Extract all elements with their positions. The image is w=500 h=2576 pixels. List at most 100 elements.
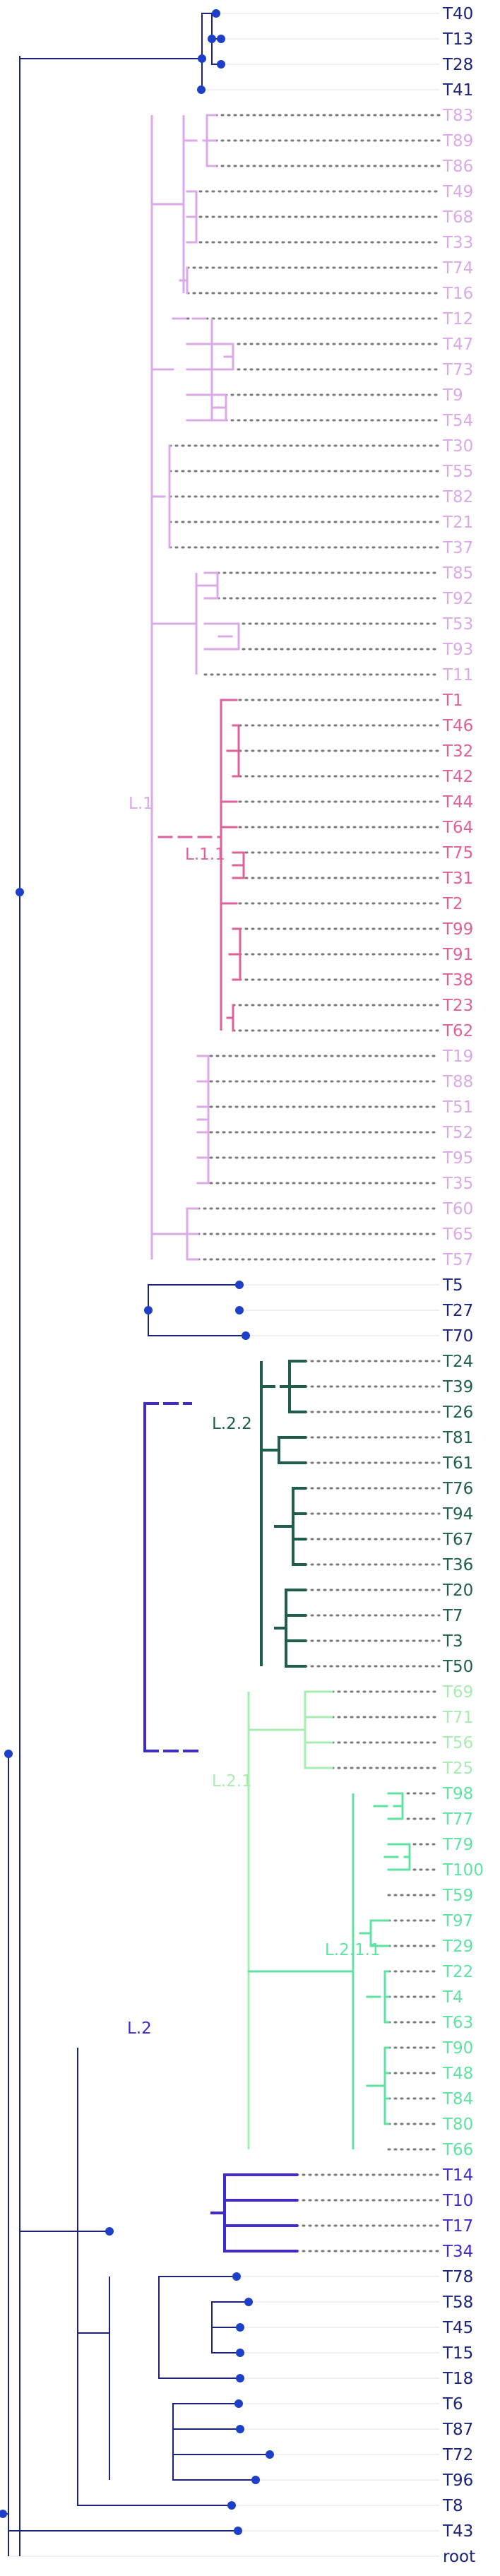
tree-node <box>227 2501 236 2510</box>
tip-label: T89 <box>442 132 473 150</box>
tree-node <box>242 1331 250 1340</box>
tip-label: T67 <box>442 1531 473 1549</box>
tip-label: T20 <box>442 1581 473 1600</box>
tip-label: T45 <box>442 2319 473 2337</box>
tip-label: T27 <box>442 1302 473 1320</box>
tip-label: T60 <box>442 1200 473 1218</box>
tip-label: T9 <box>442 386 463 405</box>
tip-label: T14 <box>442 2166 473 2185</box>
tip-label: T42 <box>442 768 473 786</box>
tree-node <box>236 2349 244 2357</box>
tree-node <box>251 2476 260 2484</box>
tip-label: T11 <box>442 666 473 684</box>
tree-node <box>212 9 220 18</box>
tree-nodes <box>0 9 274 2535</box>
tip-label: T64 <box>442 819 473 837</box>
tip-label: T30 <box>442 437 473 456</box>
tip-label: T51 <box>442 1098 473 1117</box>
tip-label: T94 <box>442 1505 473 1524</box>
tip-label: T5 <box>442 1276 463 1295</box>
tip-guide-lines <box>7 13 441 2557</box>
tip-label: T6 <box>442 2395 463 2414</box>
tip-label: T100 <box>442 1861 484 1880</box>
tree-node <box>234 2527 242 2535</box>
tip-label: T16 <box>442 285 473 303</box>
tip-label: T18 <box>442 2370 473 2388</box>
tip-label: T93 <box>442 641 473 659</box>
tip-label: T48 <box>442 2065 473 2083</box>
tip-label: T70 <box>442 1327 473 1346</box>
tip-label: T88 <box>442 1073 473 1091</box>
tip-label: T80 <box>442 2115 473 2134</box>
tip-label: T38 <box>442 971 473 990</box>
tree-node <box>144 1306 153 1314</box>
tip-label: T34 <box>442 2243 473 2261</box>
tip-label: T10 <box>442 2192 473 2210</box>
clade-label: L.1 <box>129 795 153 813</box>
tip-label: T65 <box>442 1225 473 1244</box>
tip-label: T69 <box>442 1683 473 1702</box>
tip-label: T95 <box>442 1149 473 1168</box>
tip-label: T56 <box>442 1734 473 1752</box>
tip-label: T40 <box>442 5 473 23</box>
tree-node <box>236 2374 244 2382</box>
tip-label: T43 <box>442 2522 473 2541</box>
tip-label: T36 <box>442 1556 473 1574</box>
tip-label: T29 <box>442 1937 473 1956</box>
tip-label: T33 <box>442 234 473 252</box>
tip-label: T19 <box>442 1047 473 1066</box>
tip-label: T85 <box>442 564 473 583</box>
tip-label: T55 <box>442 463 473 481</box>
tree-node <box>232 2272 241 2281</box>
tip-label: T52 <box>442 1124 473 1142</box>
tip-label: T82 <box>442 488 473 506</box>
tree-branches <box>2 13 411 2556</box>
tip-label: T87 <box>442 2421 473 2439</box>
tree-node <box>235 1306 244 1314</box>
tip-label: T71 <box>442 1709 473 1727</box>
tip-label: T90 <box>442 2039 473 2058</box>
tip-label: T13 <box>442 30 473 49</box>
tree-node <box>105 2227 114 2236</box>
tip-label: T92 <box>442 590 473 608</box>
tip-label: T28 <box>442 56 473 74</box>
tree-node <box>197 85 206 94</box>
tip-label: T63 <box>442 2014 473 2032</box>
tip-label: T72 <box>442 2446 473 2464</box>
tip-label: T54 <box>442 412 473 430</box>
tip-label: T39 <box>442 1378 473 1396</box>
tip-label: T49 <box>442 183 473 201</box>
tip-label: T79 <box>442 1836 473 1854</box>
clade-labels: L.1 L.1.1 L.2 L.2.2 L.2.1 L.2.1.1 <box>127 795 381 2038</box>
tree-node <box>4 1750 13 1758</box>
tip-label: T58 <box>442 2293 473 2312</box>
tree-node <box>217 35 225 43</box>
tip-label: T97 <box>442 1912 473 1930</box>
tip-label: T23 <box>442 997 473 1015</box>
tip-label: T15 <box>442 2344 473 2363</box>
tip-label: T61 <box>442 1454 473 1473</box>
tree-node <box>236 2425 244 2433</box>
tip-label: T68 <box>442 208 473 227</box>
tip-label: T86 <box>442 158 473 176</box>
tip-label: root <box>443 2548 475 2566</box>
tip-label: T77 <box>442 1810 473 1829</box>
tip-label: T22 <box>442 1963 473 1981</box>
tip-label: T41 <box>442 81 473 100</box>
tip-label: T91 <box>442 946 473 964</box>
tip-label: T47 <box>442 336 473 354</box>
tree-node <box>0 2510 7 2518</box>
tip-label: T73 <box>442 361 473 379</box>
tip-label: T17 <box>442 2217 473 2236</box>
tree-node <box>208 35 216 43</box>
tip-label: T12 <box>442 310 473 328</box>
tip-label: T7 <box>442 1607 463 1625</box>
clade-label: L.2.1.1 <box>325 1941 381 1959</box>
tip-label: T8 <box>442 2497 463 2515</box>
tip-label: T32 <box>442 742 473 761</box>
tip-label: T75 <box>442 844 473 862</box>
tip-label: T81 <box>442 1429 473 1447</box>
tree-node <box>266 2450 274 2459</box>
tip-label: T25 <box>442 1759 473 1778</box>
